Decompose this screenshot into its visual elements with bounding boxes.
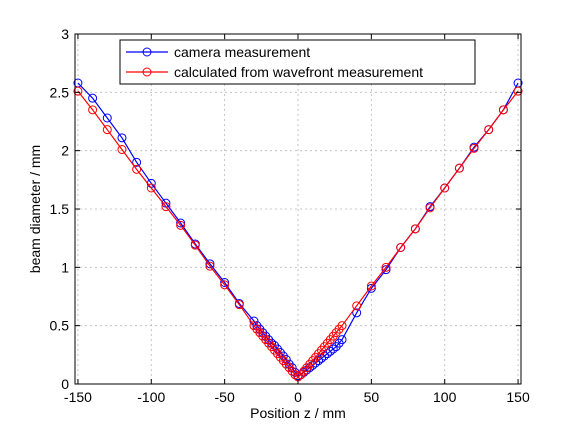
x-axis-label: Position z / mm	[250, 405, 346, 421]
data-point-wavefront	[425, 203, 435, 213]
series-line-camera	[77, 82, 519, 377]
data-point-wavefront	[513, 86, 523, 96]
legend-label-camera: camera measurement	[174, 44, 310, 60]
data-point-camera	[88, 93, 98, 103]
data-point-wavefront	[337, 321, 347, 331]
y-axis-label: beam diameter / mm	[27, 145, 43, 273]
data-point-wavefront	[396, 243, 406, 252]
data-point-wavefront	[469, 143, 479, 153]
data-point-wavefront	[88, 105, 98, 115]
x-tick-label: -100	[137, 389, 165, 405]
data-point-camera	[328, 344, 338, 354]
legend-marker-camera	[142, 47, 152, 57]
x-tick-label: 150	[506, 389, 530, 405]
data-point-wavefront	[102, 125, 112, 135]
data-point-wavefront	[454, 163, 464, 173]
data-point-wavefront	[132, 164, 142, 174]
x-tick-label: 50	[364, 389, 380, 405]
y-tick-label: 2.5	[50, 84, 70, 100]
x-tick-label: 100	[433, 389, 457, 405]
data-point-camera	[117, 133, 127, 143]
data-point-wavefront	[73, 86, 83, 96]
data-point-wavefront	[366, 281, 376, 291]
data-point-wavefront	[381, 262, 391, 272]
y-tick-label: 1.5	[50, 201, 70, 217]
data-point-camera	[132, 157, 142, 167]
data-point-wavefront	[176, 220, 186, 230]
y-tick-label: 2	[61, 143, 69, 159]
data-point-camera	[366, 283, 376, 293]
legend-box	[119, 39, 476, 85]
data-point-camera	[220, 278, 230, 287]
data-point-wavefront	[234, 300, 244, 310]
data-point-wavefront	[290, 370, 300, 380]
legend-label-wavefront: calculated from wavefront measurement	[174, 64, 423, 80]
x-tick-label: 0	[294, 389, 302, 405]
series-wavefront	[73, 86, 523, 382]
data-point-wavefront	[161, 202, 171, 212]
x-tick-label: -50	[215, 389, 235, 405]
tick-labels: -150 -100 -50 0 50 100 150 0 0.5 1 1.5 2 2.5 3	[50, 26, 530, 405]
data-point-wavefront	[484, 125, 494, 135]
legend: camera measurement calculated from wavef…	[119, 39, 476, 85]
legend-marker-wavefront	[142, 67, 152, 77]
data-point-camera	[176, 218, 186, 228]
axis-ticks	[75, 33, 521, 385]
data-point-wavefront	[220, 280, 230, 290]
data-point-camera	[319, 351, 329, 361]
data-point-camera	[352, 308, 362, 318]
data-point-camera	[102, 113, 112, 123]
data-point-wavefront	[205, 261, 215, 271]
x-tick-label: -150	[64, 389, 92, 405]
data-point-wavefront	[440, 183, 450, 193]
y-tick-label: 0	[61, 376, 69, 392]
data-point-camera	[325, 346, 335, 356]
data-point-camera	[381, 265, 391, 275]
data-point-wavefront	[498, 105, 508, 115]
y-tick-label: 0.5	[50, 318, 70, 334]
data-point-wavefront	[117, 145, 127, 154]
data-point-wavefront	[190, 240, 200, 250]
data-point-wavefront	[146, 183, 156, 193]
data-point-camera	[205, 259, 215, 269]
data-point-wavefront	[410, 224, 420, 234]
data-point-camera	[311, 358, 321, 368]
legend-entry-camera: camera measurement	[126, 44, 310, 60]
y-tick-label: 1	[61, 259, 69, 275]
data-point-wavefront	[352, 301, 362, 311]
y-tick-label: 3	[61, 26, 69, 42]
legend-entry-wavefront: calculated from wavefront measurement	[126, 64, 423, 80]
series-layer	[73, 78, 523, 382]
data-point-camera	[337, 335, 347, 345]
